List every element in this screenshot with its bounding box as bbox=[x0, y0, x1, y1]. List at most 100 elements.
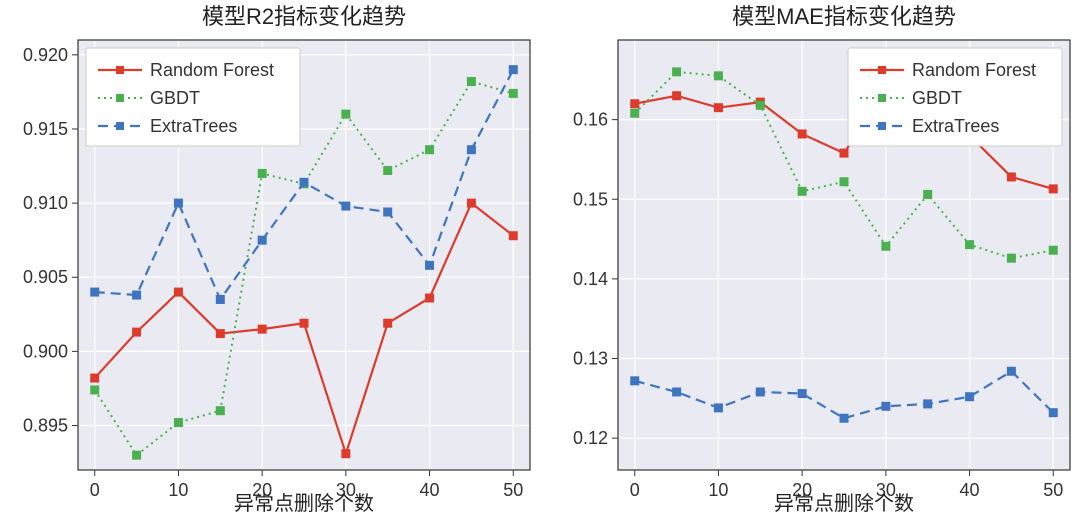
series-marker-gbdt bbox=[216, 407, 224, 415]
series-marker-gbdt bbox=[840, 178, 848, 186]
series-marker-et bbox=[924, 400, 932, 408]
series-marker-et bbox=[426, 261, 434, 269]
ytick-label: 0.14 bbox=[573, 269, 608, 289]
series-marker-et bbox=[714, 404, 722, 412]
series-marker-rf bbox=[426, 294, 434, 302]
series-marker-gbdt bbox=[714, 72, 722, 80]
subplot-mae: 010203040500.120.130.140.150.16模型MAE指标变化… bbox=[540, 0, 1080, 524]
series-marker-gbdt bbox=[1049, 246, 1057, 254]
subplot-r2: 010203040500.8950.9000.9050.9100.9150.92… bbox=[0, 0, 540, 524]
series-marker-gbdt bbox=[756, 101, 764, 109]
legend-marker-icon bbox=[878, 122, 886, 130]
chart-title: 模型R2指标变化趋势 bbox=[202, 4, 406, 29]
series-marker-rf bbox=[631, 100, 639, 108]
series-marker-rf bbox=[258, 325, 266, 333]
series-marker-et bbox=[300, 178, 308, 186]
series-marker-et bbox=[673, 388, 681, 396]
series-marker-rf bbox=[467, 199, 475, 207]
series-marker-rf bbox=[840, 149, 848, 157]
ytick-label: 0.895 bbox=[23, 416, 68, 436]
xtick-label: 50 bbox=[503, 480, 523, 500]
ytick-label: 0.16 bbox=[573, 110, 608, 130]
series-marker-gbdt bbox=[966, 241, 974, 249]
xtick-label: 10 bbox=[708, 480, 728, 500]
series-marker-gbdt bbox=[924, 190, 932, 198]
xtick-label: 50 bbox=[1043, 480, 1063, 500]
series-marker-gbdt bbox=[467, 78, 475, 86]
chart-mae-svg: 010203040500.120.130.140.150.16模型MAE指标变化… bbox=[540, 0, 1080, 524]
series-marker-et bbox=[798, 390, 806, 398]
series-marker-gbdt bbox=[798, 187, 806, 195]
series-marker-et bbox=[882, 402, 890, 410]
series-marker-et bbox=[91, 288, 99, 296]
series-marker-gbdt bbox=[882, 242, 890, 250]
series-marker-gbdt bbox=[258, 169, 266, 177]
legend-label: Random Forest bbox=[150, 60, 274, 80]
series-marker-gbdt bbox=[91, 386, 99, 394]
legend-marker-icon bbox=[116, 94, 124, 102]
series-marker-rf bbox=[133, 328, 141, 336]
series-marker-et bbox=[840, 414, 848, 422]
legend-label: GBDT bbox=[912, 88, 962, 108]
series-marker-rf bbox=[1049, 185, 1057, 193]
series-marker-gbdt bbox=[509, 89, 517, 97]
ytick-label: 0.905 bbox=[23, 267, 68, 287]
series-marker-et bbox=[509, 66, 517, 74]
series-marker-et bbox=[174, 199, 182, 207]
series-marker-rf bbox=[300, 319, 308, 327]
ytick-label: 0.915 bbox=[23, 119, 68, 139]
legend-marker-icon bbox=[878, 66, 886, 74]
figure: 010203040500.8950.9000.9050.9100.9150.92… bbox=[0, 0, 1080, 524]
series-marker-rf bbox=[714, 104, 722, 112]
series-marker-et bbox=[631, 377, 639, 385]
legend-marker-icon bbox=[116, 66, 124, 74]
series-marker-rf bbox=[342, 450, 350, 458]
chart-xlabel: 异常点删除个数 bbox=[774, 492, 914, 515]
series-marker-et bbox=[384, 208, 392, 216]
series-marker-rf bbox=[509, 232, 517, 240]
series-marker-gbdt bbox=[631, 109, 639, 117]
chart-r2-svg: 010203040500.8950.9000.9050.9100.9150.92… bbox=[0, 0, 540, 524]
series-marker-rf bbox=[384, 319, 392, 327]
series-marker-gbdt bbox=[426, 146, 434, 154]
series-marker-gbdt bbox=[174, 419, 182, 427]
series-marker-gbdt bbox=[673, 68, 681, 76]
series-marker-rf bbox=[1007, 173, 1015, 181]
series-marker-rf bbox=[174, 288, 182, 296]
xtick-label: 40 bbox=[960, 480, 980, 500]
legend-label: ExtraTrees bbox=[912, 116, 999, 136]
series-marker-et bbox=[342, 202, 350, 210]
series-marker-et bbox=[1007, 367, 1015, 375]
ytick-label: 0.920 bbox=[23, 45, 68, 65]
ytick-label: 0.13 bbox=[573, 349, 608, 369]
chart-title: 模型MAE指标变化趋势 bbox=[732, 4, 956, 29]
xtick-label: 0 bbox=[90, 480, 100, 500]
ytick-label: 0.910 bbox=[23, 193, 68, 213]
legend-label: GBDT bbox=[150, 88, 200, 108]
series-marker-et bbox=[216, 295, 224, 303]
series-marker-gbdt bbox=[133, 451, 141, 459]
ytick-label: 0.900 bbox=[23, 341, 68, 361]
series-marker-et bbox=[133, 291, 141, 299]
series-marker-rf bbox=[91, 374, 99, 382]
series-marker-et bbox=[467, 146, 475, 154]
series-marker-et bbox=[756, 388, 764, 396]
series-marker-rf bbox=[673, 92, 681, 100]
legend-label: Random Forest bbox=[912, 60, 1036, 80]
series-marker-rf bbox=[216, 330, 224, 338]
legend-marker-icon bbox=[116, 122, 124, 130]
series-marker-gbdt bbox=[342, 110, 350, 118]
xtick-label: 0 bbox=[630, 480, 640, 500]
series-marker-et bbox=[966, 393, 974, 401]
xtick-label: 10 bbox=[168, 480, 188, 500]
legend-label: ExtraTrees bbox=[150, 116, 237, 136]
series-marker-et bbox=[1049, 409, 1057, 417]
series-marker-et bbox=[258, 236, 266, 244]
series-marker-rf bbox=[798, 130, 806, 138]
legend-marker-icon bbox=[878, 94, 886, 102]
chart-xlabel: 异常点删除个数 bbox=[234, 492, 374, 515]
xtick-label: 40 bbox=[420, 480, 440, 500]
ytick-label: 0.15 bbox=[573, 189, 608, 209]
ytick-label: 0.12 bbox=[573, 428, 608, 448]
series-marker-gbdt bbox=[384, 166, 392, 174]
